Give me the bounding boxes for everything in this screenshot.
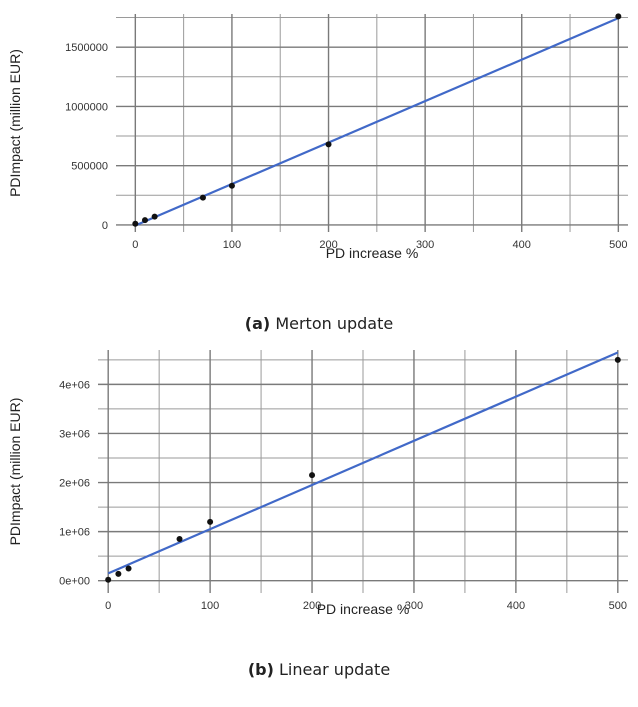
y-tick-label: 3e+06 (59, 428, 90, 440)
y-tick-label: 1000000 (65, 101, 108, 113)
regression-line (134, 17, 619, 227)
y-tick-label: 1500000 (65, 42, 108, 54)
y-tick-label: 4e+06 (59, 379, 90, 391)
caption-merton: (a) Merton update (0, 314, 638, 333)
data-point (132, 220, 139, 227)
caption-linear: (b) Linear update (0, 660, 638, 679)
regression-line (107, 351, 619, 575)
x-tick-label: 100 (201, 600, 219, 612)
caption-tag: (a) (244, 314, 271, 333)
y-tick-label: 1e+06 (59, 527, 90, 539)
x-tick-label: 0 (132, 239, 138, 251)
data-point (176, 536, 183, 542)
data-point (614, 356, 621, 363)
x-tick-label: 200 (319, 239, 337, 251)
chart-linear-svg: 0 100 200 300 400 500 0e+00 1e+06 2e+06 3e+06 4e+0… (7, 350, 628, 617)
x-axis-title: PD increase % (317, 601, 410, 617)
caption-tag: (b) (247, 660, 274, 679)
y-axis-title: PDImpact (million EUR) (7, 49, 23, 197)
caption-text: Merton update (275, 314, 394, 333)
data-point (141, 217, 148, 224)
x-tick-label: 300 (416, 239, 434, 251)
y-tick-label: 0e+00 (59, 576, 90, 588)
data-point (115, 570, 122, 577)
x-tick-label: 300 (405, 600, 423, 612)
data-point (207, 518, 214, 525)
data-point (615, 13, 622, 20)
data-point (325, 141, 332, 148)
y-tick-label: 2e+06 (59, 478, 90, 490)
y-axis-title: PDImpact (million EUR) (7, 398, 23, 546)
x-tick-label: 500 (609, 239, 627, 251)
chart-panel-linear: 0 100 200 300 400 500 0e+00 1e+06 2e+06 3e+06 4e+0… (0, 350, 638, 707)
data-point (125, 565, 132, 572)
x-tick-label: 0 (105, 600, 111, 612)
chart-panel-merton: 0 100 200 300 400 500 0 500000 1000000 1500000 PD … (0, 0, 638, 350)
x-tick-label: 200 (303, 600, 321, 612)
caption-text: Linear update (278, 660, 391, 679)
data-point (199, 194, 206, 201)
y-tick-label: 500000 (71, 161, 108, 173)
x-tick-label: 400 (513, 239, 531, 251)
x-axis-title: PD increase % (326, 245, 419, 261)
data-point (151, 213, 158, 220)
data-point (105, 576, 112, 583)
y-tick-label: 0 (102, 220, 108, 232)
chart-merton-svg: 0 100 200 300 400 500 0 500000 1000000 1500000 PD … (7, 13, 628, 261)
data-point (228, 182, 235, 189)
x-tick-label: 400 (507, 600, 525, 612)
data-point (309, 472, 316, 479)
x-tick-label: 100 (223, 239, 241, 251)
x-tick-label: 500 (609, 600, 627, 612)
